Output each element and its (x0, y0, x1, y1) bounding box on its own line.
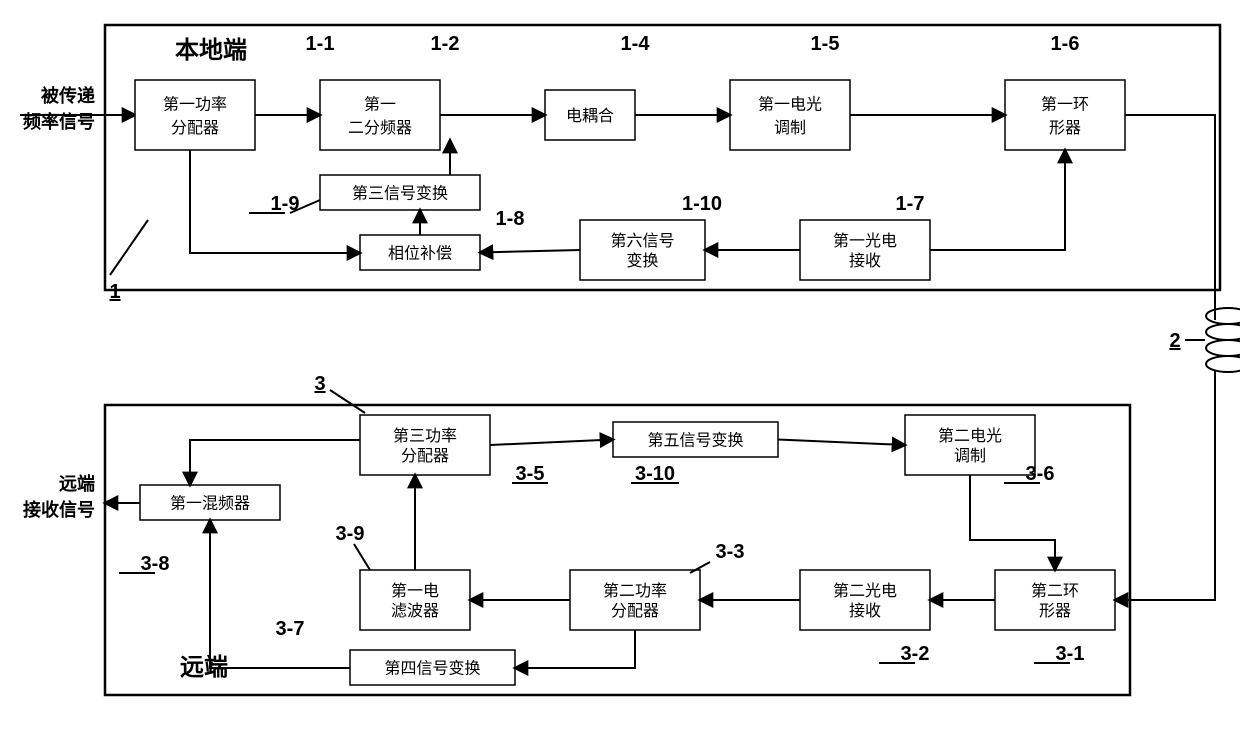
svg-text:第二环: 第二环 (1031, 582, 1079, 600)
svg-text:第一电光: 第一电光 (758, 96, 822, 114)
svg-text:1-2: 1-2 (431, 33, 460, 55)
svg-text:分配器: 分配器 (171, 119, 219, 137)
svg-text:3-3: 3-3 (716, 541, 745, 563)
svg-text:相位补偿: 相位补偿 (388, 245, 452, 263)
svg-text:1-7: 1-7 (896, 193, 925, 215)
svg-text:3-9: 3-9 (336, 523, 365, 545)
svg-text:1-6: 1-6 (1051, 33, 1080, 55)
svg-text:第一环: 第一环 (1041, 96, 1089, 114)
svg-text:形器: 形器 (1039, 602, 1071, 620)
diagram-canvas: 本地端远端被传递频率信号远端接收信号第一功率分配器1-1第一二分频器1-2电耦合… (10, 10, 1240, 720)
svg-text:3-7: 3-7 (276, 618, 305, 640)
svg-text:3-1: 3-1 (1056, 643, 1085, 665)
svg-text:2: 2 (1169, 330, 1180, 352)
svg-text:第一功率: 第一功率 (163, 96, 227, 114)
svg-text:调制: 调制 (774, 119, 806, 137)
svg-text:3-10: 3-10 (635, 463, 675, 485)
svg-text:第二电光: 第二电光 (938, 427, 1002, 445)
svg-text:1-10: 1-10 (682, 193, 722, 215)
svg-text:第一电: 第一电 (391, 582, 439, 600)
svg-text:1: 1 (109, 281, 120, 303)
svg-text:滤波器: 滤波器 (391, 602, 439, 620)
block-b12 (320, 80, 440, 150)
svg-text:形器: 形器 (1049, 119, 1081, 137)
svg-text:第二功率: 第二功率 (603, 582, 667, 600)
svg-text:1-4: 1-4 (621, 33, 651, 55)
svg-text:分配器: 分配器 (611, 602, 659, 620)
svg-text:第一: 第一 (364, 96, 396, 114)
block-b15 (730, 80, 850, 150)
svg-text:3-6: 3-6 (1026, 463, 1055, 485)
svg-text:接收信号: 接收信号 (23, 499, 95, 520)
svg-text:接收: 接收 (849, 252, 881, 270)
svg-text:1-1: 1-1 (306, 33, 335, 55)
block-b16 (1005, 80, 1125, 150)
svg-text:远端: 远端 (59, 474, 95, 494)
svg-text:第五信号变换: 第五信号变换 (647, 432, 743, 450)
svg-text:第一混频器: 第一混频器 (170, 495, 250, 513)
svg-text:第一光电: 第一光电 (833, 232, 897, 250)
svg-text:3-5: 3-5 (516, 463, 545, 485)
svg-text:接收: 接收 (849, 602, 881, 620)
svg-text:1-5: 1-5 (811, 33, 840, 55)
svg-text:变换: 变换 (626, 252, 658, 270)
svg-text:调制: 调制 (954, 447, 986, 465)
svg-text:第三功率: 第三功率 (393, 427, 457, 445)
svg-text:被传递: 被传递 (41, 85, 95, 106)
svg-text:3: 3 (314, 373, 325, 395)
block-b11 (135, 80, 255, 150)
svg-text:1-8: 1-8 (496, 208, 525, 230)
svg-text:第三信号变换: 第三信号变换 (352, 185, 448, 203)
svg-text:第六信号: 第六信号 (610, 232, 674, 250)
svg-text:第二光电: 第二光电 (833, 582, 897, 600)
svg-text:本地端: 本地端 (175, 37, 247, 64)
svg-text:电耦合: 电耦合 (566, 107, 614, 125)
svg-text:分配器: 分配器 (401, 447, 449, 465)
svg-text:第四信号变换: 第四信号变换 (384, 660, 480, 678)
svg-text:3-2: 3-2 (901, 643, 930, 665)
svg-text:二分频器: 二分频器 (348, 119, 412, 137)
svg-text:3-8: 3-8 (141, 553, 170, 575)
